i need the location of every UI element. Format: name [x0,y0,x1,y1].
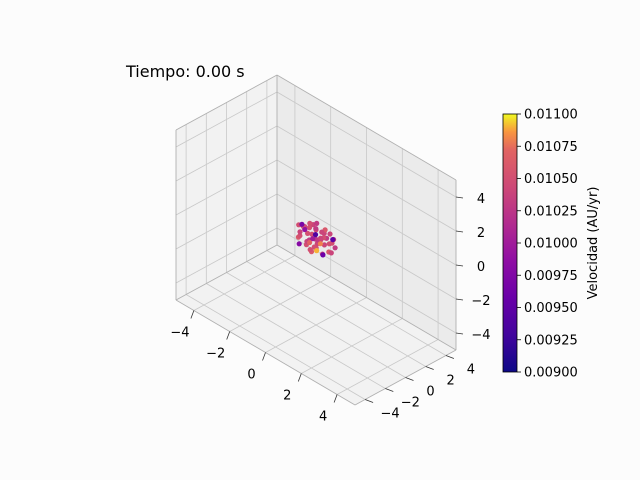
scatter-point [321,242,327,248]
scatter-point [330,237,336,243]
colorbar-tick-label: 0.01075 [524,140,578,155]
colorbar-tick-label: 0.01000 [524,237,578,252]
scatter-point [318,235,324,241]
z-tick-label: 2 [477,226,485,241]
y-tick-label: 2 [447,374,455,389]
scatter-point [320,252,326,258]
y-tick-mark [445,355,455,359]
scatter-point [297,233,303,239]
scatter-points [295,220,338,258]
scatter-point [299,221,305,227]
x-tick-mark [297,373,302,382]
colorbar-tick-label: 0.01025 [524,204,578,219]
gridline-z-back [276,91,457,198]
z-tick-label: 4 [477,192,485,207]
gridline-z-back [276,159,457,266]
z-tick-mark [455,264,464,267]
gridline-x-floor [301,318,403,374]
axes-gridlines [175,74,457,406]
gridline-z-left [175,125,278,182]
y-tick-mark [385,388,394,392]
colorbar-label: Velocidad (AU/yr) [586,187,601,300]
gridline-y-floor [246,261,426,367]
x-tick-mark [190,310,195,319]
scatter-point [302,226,308,233]
colorbar-tick-label: 0.01100 [524,108,578,123]
gridline-y-floor [266,250,447,356]
z-tick-mark [455,196,464,199]
colorbar-tick-label: 0.00975 [524,269,578,284]
x-tick-label: −2 [206,347,225,362]
scatter-point [297,229,303,235]
gridline-z-left [175,91,278,148]
gridline-z-back [276,125,457,232]
gridline-y-floor [226,272,406,378]
scatter-point [313,226,319,232]
y-tick-label: −4 [381,407,400,422]
gridline-z-left [175,159,278,216]
colorbar-tick-label: 0.00900 [524,366,578,381]
axis-pane-edge [175,74,278,131]
y-tick-mark [425,366,434,370]
z-tick-label: −4 [471,328,490,343]
y-tick-label: −2 [401,396,420,411]
x-tick-label: −4 [170,326,189,341]
x-tick-mark [226,331,231,340]
colorbar-tick-label: 0.00925 [524,333,578,348]
scatter-point [307,247,313,253]
x-tick-mark [333,394,338,403]
colorbar-gradient [502,113,518,373]
y-tick-mark [405,377,414,381]
x-tick-mark [262,352,266,361]
scatter-point [317,241,323,247]
colorbar-ticks: 0.00900 0.00925 0.00950 0.00975 0.01000 0.010… [517,108,578,381]
scatter-point [296,241,302,247]
colorbar-tick-label: 0.00950 [524,301,578,316]
scatter-point [327,231,333,237]
axis-pane-edge [276,74,457,181]
scatter-point [312,232,319,238]
z-tick-mark [455,298,464,301]
x-tick-label: 2 [283,389,291,404]
z-tick-label: 0 [477,260,485,275]
x-tick-label: 0 [247,368,255,383]
scatter-point [314,248,320,254]
colorbar: 0.00900 0.00925 0.00950 0.00975 0.01000 0.010… [502,108,601,381]
scatter-point [307,239,313,246]
z-tick-mark [455,230,464,233]
x-tick-label: 4 [319,410,327,425]
colorbar-tick-label: 0.01050 [524,172,578,187]
y-tick-label: 0 [426,385,434,400]
z-tick-label: −2 [471,294,490,309]
y-tick-label: 4 [467,363,475,378]
scatter-point [328,250,334,256]
axis-pane-edge [175,244,278,301]
scatter-point [314,220,320,226]
gridline-x-floor [336,339,439,395]
scatter-point [305,230,311,236]
scatter-point [307,220,313,226]
z-tick-mark [455,332,464,335]
y-tick-mark [364,399,374,403]
axis-pane-edge [276,244,457,351]
scatter-point [310,236,316,242]
chart-title: Tiempo: 0.00 s [125,62,245,81]
scatter-point [332,245,338,251]
scatter-point [306,225,313,231]
scatter-point [319,229,325,235]
